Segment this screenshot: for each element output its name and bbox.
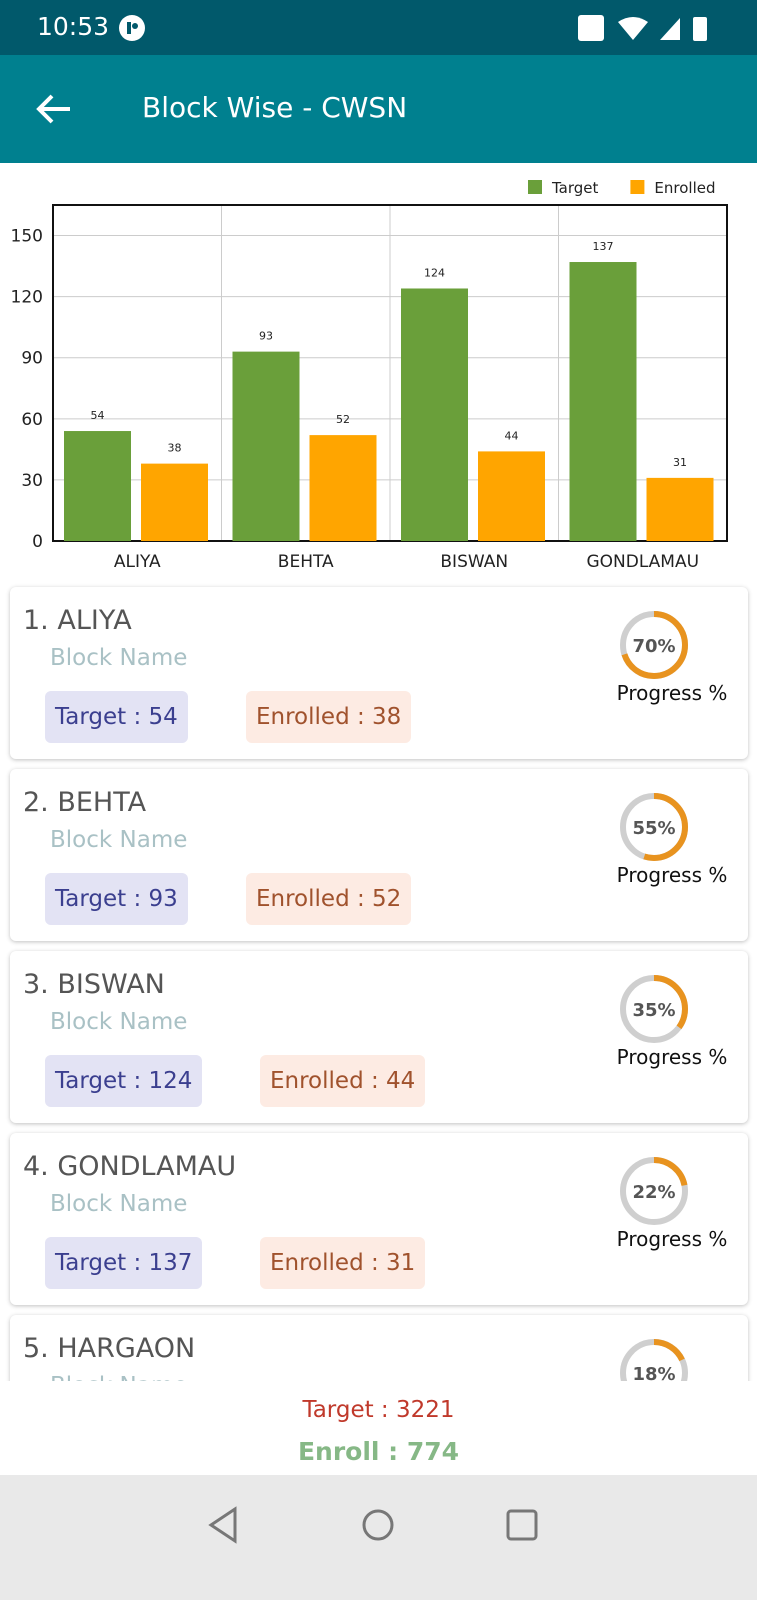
back-button[interactable] xyxy=(36,93,72,125)
progress-ring: 22% xyxy=(620,1157,688,1225)
block-caption: Block Name xyxy=(50,827,188,853)
bar-value-label: 31 xyxy=(673,456,687,469)
progress-arc xyxy=(620,1157,688,1225)
block-card: 1. ALIYA Block Name Target : 54 Enrolled : … xyxy=(10,587,748,759)
bar xyxy=(401,288,468,541)
progress-ring: 35% xyxy=(620,975,688,1043)
target-chip: Target : 137 xyxy=(45,1237,203,1289)
app-icon xyxy=(119,15,145,41)
x-tick-label: GONDLAMAU xyxy=(586,552,699,572)
progress-ring: 70% xyxy=(620,611,688,679)
x-tick-label: BISWAN xyxy=(440,552,508,572)
bar-value-label: 93 xyxy=(259,330,273,343)
bar xyxy=(141,463,208,541)
x-tick-label: ALIYA xyxy=(114,552,161,572)
block-caption: Block Name xyxy=(50,1373,187,1381)
y-tick-label: 30 xyxy=(21,471,43,491)
enrolled-chip: Enrolled : 52 xyxy=(246,873,412,925)
target-chip: Target : 54 xyxy=(45,691,188,743)
y-tick-label: 60 xyxy=(21,410,43,430)
bar-value-label: 52 xyxy=(336,413,350,426)
progress-label: 55% xyxy=(632,818,675,839)
legend-swatch xyxy=(528,180,542,194)
block-card: 5. HARGAON Block Name 18% xyxy=(10,1315,748,1381)
block-name: 4. GONDLAMAU xyxy=(23,1151,237,1182)
block-list: 1. ALIYA Block Name Target : 54 Enrolled : … xyxy=(0,580,757,1381)
bar xyxy=(646,477,714,541)
bar-value-label: 44 xyxy=(505,429,519,442)
bar xyxy=(232,351,300,541)
y-tick-label: 0 xyxy=(32,532,43,552)
total-target: Target : 3221 xyxy=(302,1397,455,1423)
status-icons xyxy=(578,15,707,41)
nav-buttons[interactable] xyxy=(205,1505,545,1545)
legend-swatch xyxy=(630,180,645,194)
bar xyxy=(478,451,545,541)
block-caption: Block Name xyxy=(50,645,188,671)
bar xyxy=(569,262,637,541)
target-chip: Target : 93 xyxy=(45,873,188,925)
bar-chart: 0 30 60 90 120 150 ALIYA 54 38 BEHTA 93 52 BISWAN 124… xyxy=(11,179,728,572)
legend-label: Enrolled xyxy=(654,179,715,197)
progress-label: 22% xyxy=(632,1182,675,1203)
enrolled-chip: Enrolled : 31 xyxy=(260,1237,426,1289)
clock: 10:53 xyxy=(37,12,110,41)
block-name: 3. BISWAN xyxy=(23,969,165,1000)
block-caption: Block Name xyxy=(50,1009,188,1035)
block-name: 2. BEHTA xyxy=(23,787,147,818)
bar-value-label: 137 xyxy=(593,240,614,253)
plot-border xyxy=(52,204,728,542)
y-tick-label: 90 xyxy=(21,349,43,369)
bar-value-label: 54 xyxy=(91,409,105,422)
page-title: Block Wise - CWSN xyxy=(142,91,408,124)
app-bar: Block Wise - CWSN xyxy=(0,55,757,163)
progress-arc xyxy=(620,793,688,861)
y-tick-label: 150 xyxy=(11,227,43,247)
block-caption: Block Name xyxy=(50,1191,188,1217)
summary-footer: Target : 3221 Enroll : 774 xyxy=(0,1381,757,1475)
progress-caption: Progress % xyxy=(616,681,728,705)
block-card: 3. BISWAN Block Name Target : 124 Enrolled … xyxy=(10,951,748,1123)
bar xyxy=(309,435,377,541)
navigation-bar xyxy=(0,1475,757,1600)
status-bar: 10:53 xyxy=(0,0,757,55)
progress-caption: Progress % xyxy=(616,1227,728,1251)
bar-value-label: 38 xyxy=(168,442,182,455)
bar-value-label: 124 xyxy=(424,266,445,279)
progress-ring: 55% xyxy=(620,793,688,861)
enrolled-chip: Enrolled : 44 xyxy=(260,1055,426,1107)
block-name: 5. HARGAON xyxy=(23,1333,196,1364)
block-card: 4. GONDLAMAU Block Name Target : 137 Enroll… xyxy=(10,1133,748,1305)
progress-caption: Progress % xyxy=(616,863,728,887)
block-card: 2. BEHTA Block Name Target : 93 Enrolled : … xyxy=(10,769,748,941)
legend-label: Target xyxy=(551,179,599,197)
enrolled-chip: Enrolled : 38 xyxy=(246,691,412,743)
progress-arc xyxy=(620,611,688,679)
y-tick-label: 120 xyxy=(11,288,43,308)
progress-label: 18% xyxy=(632,1364,675,1381)
progress-arc xyxy=(620,1339,688,1381)
progress-ring: 18% xyxy=(620,1339,688,1381)
total-enroll: Enroll : 774 xyxy=(297,1437,460,1466)
block-name: 1. ALIYA xyxy=(23,605,132,636)
bar xyxy=(64,431,131,541)
progress-label: 35% xyxy=(632,1000,675,1021)
progress-label: 70% xyxy=(632,636,675,657)
x-tick-label: BEHTA xyxy=(278,552,334,572)
progress-arc xyxy=(620,975,688,1043)
target-chip: Target : 124 xyxy=(45,1055,203,1107)
progress-caption: Progress % xyxy=(616,1045,728,1069)
